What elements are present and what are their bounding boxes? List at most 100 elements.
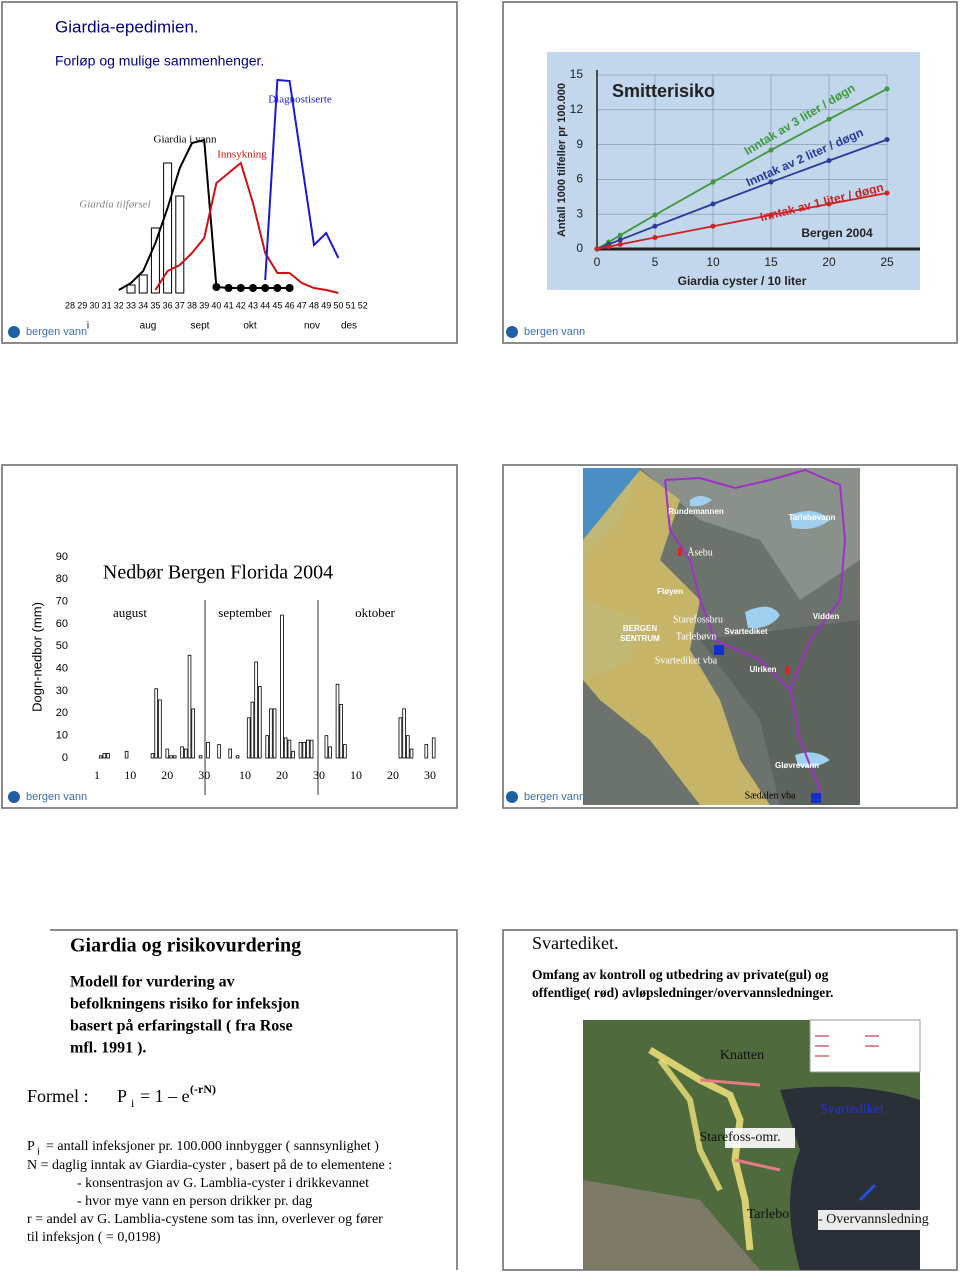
x-tick-label: 10 — [706, 255, 720, 269]
point-marker — [594, 246, 600, 252]
x-tick-label: 29 — [77, 300, 87, 310]
bar — [280, 614, 284, 759]
point-marker — [617, 232, 623, 238]
y-tick-label: 60 — [56, 618, 68, 630]
point-marker — [768, 147, 774, 153]
point-marker — [884, 190, 890, 196]
point-marker — [710, 179, 716, 185]
y-tick-label: 70 — [56, 596, 68, 608]
x-tick-label: 44 — [260, 300, 270, 310]
x-tick-label: 0 — [594, 255, 601, 269]
bar — [257, 686, 262, 759]
bar — [306, 739, 310, 759]
y-tick-label: 20 — [56, 707, 68, 719]
bar — [431, 737, 436, 759]
point-marker — [652, 235, 658, 241]
x-tick-label: 28 — [65, 300, 75, 310]
point-marker — [710, 223, 716, 229]
y-axis-title: Dogn-nedbor (mm) — [29, 602, 44, 712]
point-marker — [212, 283, 221, 291]
formula-label: Formel : — [27, 1086, 89, 1106]
point-marker — [617, 241, 623, 247]
y-tick-label: 12 — [570, 102, 584, 116]
x-tick-label: 31 — [102, 300, 112, 310]
x-tick-label: 45 — [272, 300, 282, 310]
point-marker — [249, 284, 257, 292]
x-tick-label: 42 — [236, 300, 246, 310]
x-tick-label: 49 — [321, 300, 331, 310]
bar — [106, 753, 110, 759]
point-marker — [652, 212, 658, 218]
x-tick-label: 39 — [199, 300, 209, 310]
bar — [269, 708, 273, 759]
map-label: Starefossbru — [673, 614, 723, 625]
description-line: offentlige( rød) avløpsledninger/overvan… — [532, 985, 833, 1000]
y-tick-label: 0 — [576, 241, 583, 255]
bar — [102, 753, 107, 759]
bar — [138, 274, 148, 294]
point-marker — [606, 244, 612, 250]
map-label: Rundemannen — [668, 507, 724, 516]
series-line — [118, 138, 290, 291]
point-marker — [768, 212, 774, 218]
bar — [228, 748, 233, 759]
bar — [169, 755, 173, 759]
x-tick-label: 43 — [248, 300, 258, 310]
y-tick-label: 40 — [56, 663, 68, 675]
bar — [154, 688, 159, 759]
x-tick-label: 33 — [126, 300, 136, 310]
y-tick-label: 90 — [56, 551, 68, 563]
intro-line: basert på erfaringstall ( fra Rose — [70, 1018, 293, 1035]
photo-label: - Overvannsledning — [818, 1212, 929, 1227]
point-marker — [224, 284, 233, 292]
y-tick-label: 0 — [62, 752, 68, 764]
x-tick-label: 50 — [333, 300, 343, 310]
formula-exponent: (-rN) — [190, 1082, 216, 1096]
series-label: Diagnostiserte — [268, 94, 332, 106]
bar — [183, 748, 188, 759]
definition-line: til infeksjon ( = 0,0198) — [27, 1230, 161, 1245]
month-label: september — [218, 605, 272, 620]
bar — [126, 284, 136, 294]
logo-text: bergen vann — [26, 326, 87, 338]
x-tick-label: 47 — [297, 300, 307, 310]
x-tick-label: 20 — [276, 768, 288, 782]
logo-icon — [8, 326, 20, 338]
definition-subscript: i — [37, 1146, 40, 1157]
slide-frame — [1, 464, 458, 809]
point-marker — [261, 284, 270, 292]
series-line — [264, 78, 340, 281]
x-tick-label: 36 — [163, 300, 173, 310]
bar — [254, 661, 258, 759]
map-label: Gløvrevann — [775, 761, 819, 770]
month-label: okt — [243, 321, 257, 332]
bar — [291, 750, 295, 759]
bar — [328, 746, 332, 759]
annotation: Bergen 2004 — [801, 226, 873, 240]
month-label: sept — [191, 321, 210, 332]
slide-subtitle: Forløp og mulige sammenhenger. — [55, 53, 264, 69]
x-tick-label: 52 — [358, 300, 368, 310]
definition-symbol: P — [27, 1139, 35, 1154]
month-label: aug — [140, 321, 157, 332]
y-tick-label: 15 — [570, 67, 584, 81]
slide-title: Svartediket. — [532, 933, 618, 953]
bar — [298, 741, 303, 759]
definition-line: N = daglig inntak av Giardia-cyster , ba… — [27, 1158, 392, 1173]
bar — [265, 735, 269, 759]
month-label: i — [87, 321, 89, 332]
point-marker — [826, 158, 832, 164]
map-label: Åsebu — [687, 546, 713, 558]
y-axis-title: Antall 1000 tilfeller pr 100.000 — [556, 83, 568, 237]
bar — [343, 744, 347, 759]
x-tick-label: 25 — [880, 255, 894, 269]
x-tick-label: 5 — [652, 255, 659, 269]
bar — [163, 162, 173, 294]
definition-line: = antall infeksjoner pr. 100.000 innbygg… — [46, 1139, 379, 1154]
point-marker — [884, 86, 890, 92]
slide-frame — [50, 929, 458, 1270]
definition-line: - konsentrasjon av G. Lamblia-cyster i d… — [77, 1176, 369, 1191]
point-marker — [273, 284, 282, 292]
logo-icon — [506, 326, 518, 338]
